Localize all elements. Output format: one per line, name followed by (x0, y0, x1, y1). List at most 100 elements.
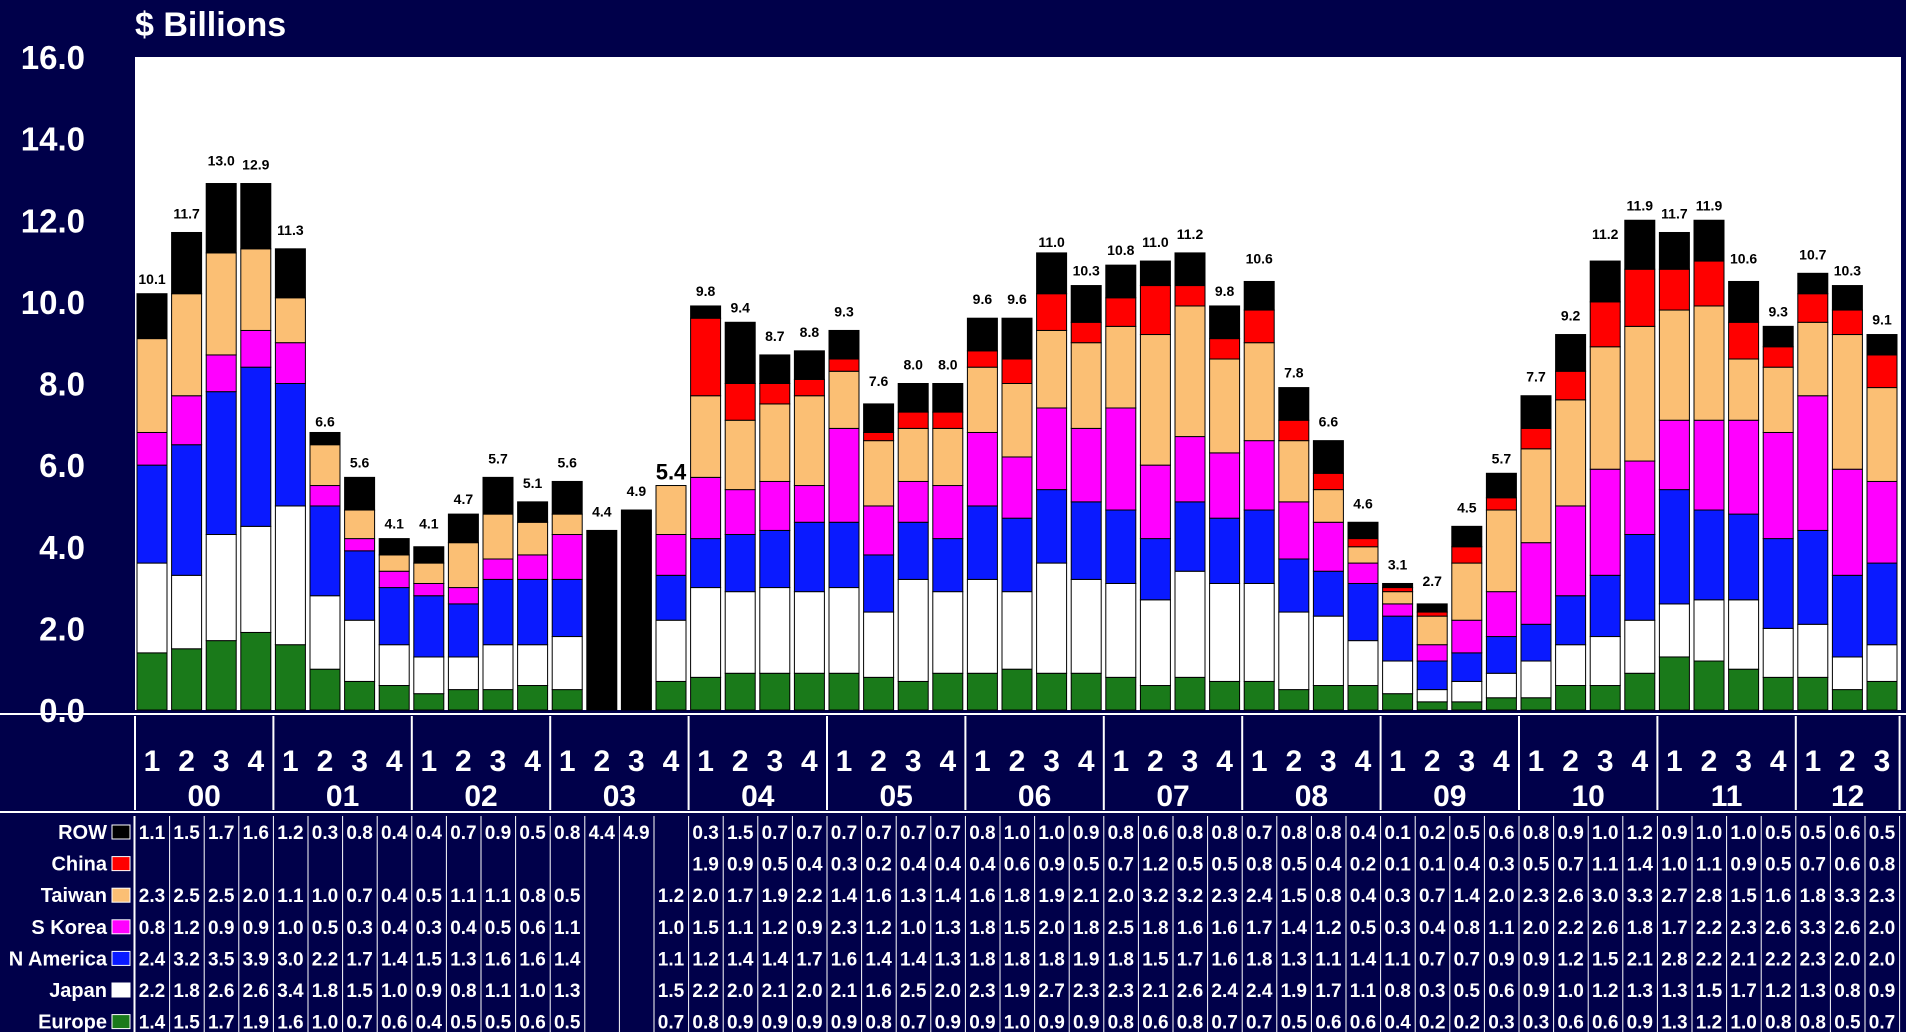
bar-segment (1555, 334, 1587, 372)
y-tick-label: 2.0 (39, 610, 85, 647)
table-cell: 1.6 (519, 949, 545, 970)
year-label: 01 (326, 780, 359, 813)
bar-segment (724, 591, 756, 674)
bar-segment (1485, 636, 1517, 674)
quarter-label: 3 (1458, 745, 1475, 778)
quarter-label: 2 (178, 745, 195, 778)
year-label: 12 (1831, 780, 1864, 813)
bar-segment (136, 293, 168, 340)
bar-segment (240, 183, 272, 250)
table-cell: 0.8 (1315, 886, 1341, 907)
bar-segment (309, 485, 341, 507)
bar-segment (1209, 680, 1241, 711)
table-cell: 2.0 (796, 981, 822, 1002)
bar-segment (1624, 325, 1656, 462)
bar-segment (1831, 285, 1863, 311)
bar-segment (1520, 448, 1552, 544)
series-label: S Korea (31, 917, 107, 939)
table-cell: 0.5 (485, 918, 512, 939)
bar-segment (828, 370, 860, 429)
bar-segment (309, 431, 341, 446)
table-cell: 1.5 (1592, 949, 1619, 970)
table-cell: 0.3 (1384, 918, 1410, 939)
bar-segment (1001, 668, 1033, 711)
bar-segment (1762, 627, 1794, 678)
bar-total-label: 11.2 (1592, 226, 1619, 242)
table-cell: 2.5 (208, 886, 235, 907)
table-cell: 1.5 (692, 918, 719, 939)
bar-segment (1520, 697, 1552, 711)
table-cell: 2.3 (1730, 918, 1756, 939)
bar-segment (793, 521, 825, 593)
table-cell: 1.9 (1004, 981, 1030, 1002)
bar-segment (1762, 431, 1794, 540)
bar-segment (551, 513, 583, 536)
bar-segment (897, 578, 929, 682)
table-cell: 1.0 (1696, 823, 1722, 844)
bar-segment (517, 578, 549, 646)
table-cell: 1.5 (1281, 886, 1308, 907)
bar-segment (1070, 321, 1102, 344)
table-cell: 0.9 (796, 918, 822, 939)
table-cell: 0.8 (1800, 1013, 1826, 1032)
bar-total-label: 10.6 (1730, 250, 1757, 266)
table-cell: 1.4 (139, 1013, 166, 1032)
quarter-label: 2 (1839, 745, 1856, 778)
bar-segment (517, 685, 549, 711)
table-cell: 2.2 (1696, 949, 1722, 970)
bar-segment (1831, 468, 1863, 576)
table-cell: 1.8 (1108, 949, 1134, 970)
bar-total-label: 11.7 (173, 205, 200, 221)
bar-segment (1693, 660, 1725, 711)
table-cell: 1.6 (485, 949, 511, 970)
table-cell: 2.5 (1108, 918, 1135, 939)
year-label: 10 (1572, 780, 1605, 813)
bar-segment (966, 366, 998, 433)
bar-segment (1693, 305, 1725, 421)
table-cell: 0.9 (1523, 949, 1549, 970)
table-cell: 1.0 (312, 1013, 338, 1032)
bar-segment (932, 427, 964, 487)
table-cell: 1.4 (1627, 855, 1654, 876)
bar-segment (1036, 672, 1068, 711)
bar-segment (1555, 685, 1587, 711)
table-cell: 0.3 (1384, 886, 1410, 907)
table-cell: 1.5 (416, 949, 443, 970)
table-cell: 0.4 (1315, 855, 1342, 876)
table-cell: 1.1 (1315, 949, 1342, 970)
bar-segment (1831, 656, 1863, 691)
bar-segment (966, 317, 998, 352)
bar-total-label: 5.4 (656, 460, 687, 485)
table-cell: 1.2 (1592, 981, 1618, 1002)
table-cell: 1.2 (1696, 1013, 1722, 1032)
table-cell: 0.8 (865, 1013, 891, 1032)
bar-segment (932, 411, 964, 429)
bar-segment (1070, 578, 1102, 674)
bar-segment (240, 631, 272, 711)
bar-segment (1105, 509, 1137, 584)
bar-segment (1797, 293, 1829, 323)
bar-segment (1036, 329, 1068, 409)
quarter-label: 1 (282, 745, 299, 778)
table-cell: 0.5 (485, 1013, 512, 1032)
bar-segment (690, 587, 722, 678)
table-cell: 1.8 (1246, 949, 1272, 970)
bar-segment (1105, 297, 1137, 327)
bar-segment (1070, 427, 1102, 503)
bar-segment (1485, 672, 1517, 699)
quarter-label: 4 (1078, 745, 1095, 778)
bar-segment (1728, 358, 1760, 421)
table-cell: 1.8 (969, 949, 995, 970)
bar-total-label: 13.0 (208, 152, 235, 168)
table-cell: 0.5 (1073, 855, 1100, 876)
quarter-label: 2 (593, 745, 610, 778)
table-cell: 1.1 (450, 886, 477, 907)
bar-segment (1797, 272, 1829, 295)
bar-segment (1693, 599, 1725, 662)
bar-segment (205, 391, 237, 535)
bar-segment (517, 554, 549, 580)
table-cell: 0.1 (1384, 855, 1411, 876)
table-cell: 1.1 (485, 981, 512, 1002)
bar-segment (1243, 680, 1275, 711)
table-cell: 2.2 (312, 949, 338, 970)
